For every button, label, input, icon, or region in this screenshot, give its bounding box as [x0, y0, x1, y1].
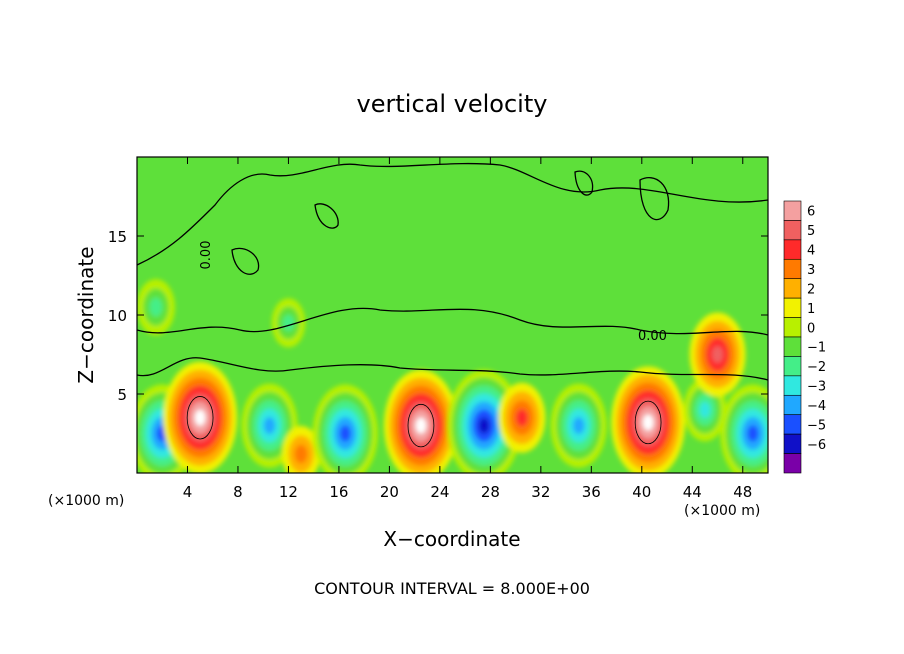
- contour-max-9: [634, 400, 662, 445]
- zero-contour-island-2: [639, 177, 670, 221]
- x-tick-label-6: 28: [481, 483, 500, 501]
- colorbar-swatch-11: [783, 414, 802, 435]
- colorbar-swatch-7: [783, 336, 802, 357]
- colorbar-tick-label-1: 5: [807, 224, 815, 239]
- zero-contour-island-1: [314, 203, 339, 229]
- colorbar-tick-label-12: −6: [807, 438, 826, 453]
- colorbar-swatch-0: [783, 200, 802, 221]
- y-tick-label-1: 10: [108, 307, 127, 325]
- contour-label-2: 0.00: [638, 329, 667, 344]
- colorbar-tick-label-6: 0: [807, 321, 815, 336]
- colorbar-tick-label-0: 6: [807, 205, 815, 220]
- colorbar-swatch-13: [783, 453, 802, 474]
- field-feature-2-level-4: [263, 417, 276, 434]
- colorbar-tick-label-10: −4: [807, 399, 826, 414]
- x-tick-label-7: 32: [531, 483, 550, 501]
- field-feature-10-level-3: [699, 401, 711, 418]
- colorbar-swatch-1: [783, 220, 802, 241]
- field-feature-6-level-6: [478, 417, 490, 434]
- field-feature-12-level-5: [747, 425, 759, 442]
- y-tick-label-0: 5: [117, 386, 127, 404]
- zero-contour-middle: [137, 307, 768, 336]
- x-tick-label-1: 8: [233, 483, 243, 501]
- field-feature-1-level-6: [194, 409, 206, 426]
- colorbar-tick-label-4: 2: [807, 282, 815, 297]
- colorbar-swatch-6: [783, 317, 802, 338]
- field-feature-13-level-2: [282, 314, 295, 332]
- colorbar-swatch-3: [783, 258, 802, 280]
- colorbar-swatch-10: [783, 394, 802, 416]
- colorbar: 6 5 4 3 2 1 0 −1 −2 −3 −4 −5 −6: [783, 200, 826, 474]
- x-tick-label-3: 16: [329, 483, 348, 501]
- x-tick-label-4: 20: [380, 483, 399, 501]
- colorbar-swatch-2: [783, 239, 802, 260]
- colorbar-swatch-8: [783, 356, 802, 377]
- x-tick-label-11: 48: [733, 483, 752, 501]
- x-tick-label-10: 44: [683, 483, 702, 501]
- x-tick-label-9: 40: [632, 483, 651, 501]
- colorbar-tick-label-9: −3: [807, 380, 826, 395]
- colorbar-swatch-4: [783, 278, 802, 299]
- field-feature-5-level-6: [415, 417, 427, 434]
- x-tick-label-8: 36: [582, 483, 601, 501]
- field-feature-3-level-2: [294, 444, 308, 464]
- field-feature-4-level-5: [339, 425, 351, 442]
- contour-max-5: [407, 403, 435, 448]
- zero-contour-island-4: [574, 170, 594, 196]
- contour-max-1: [186, 396, 214, 440]
- colorbar-swatch-9: [783, 375, 802, 396]
- x-tick-label-0: 4: [183, 483, 193, 501]
- field-feature-7-level-3: [516, 408, 528, 427]
- colorbar-tick-label-3: 3: [807, 263, 815, 278]
- zero-contour-island-3: [231, 247, 260, 275]
- colorbar-swatch-5: [783, 297, 802, 318]
- colorbar-tick-label-11: −5: [807, 418, 826, 433]
- chart-title: vertical velocity: [357, 90, 548, 118]
- colorbar-swatch-12: [783, 433, 802, 454]
- contour-label-1: 0.00: [199, 241, 214, 270]
- x-unit-right: (×1000 m): [684, 503, 760, 519]
- contour-interval-footer: CONTOUR INTERVAL = 8.000E+00: [314, 579, 590, 598]
- field-feature-11-level-4: [711, 346, 724, 363]
- zero-contour-upper: [137, 162, 768, 266]
- colorbar-tick-label-8: −2: [807, 360, 826, 375]
- field-feature-14-level-2: [149, 297, 163, 317]
- x-tick-label-2: 12: [279, 483, 298, 501]
- field-feature-9-level-6: [642, 414, 654, 431]
- field-feature-8-level-4: [573, 417, 585, 434]
- x-unit-left: (×1000 m): [48, 493, 124, 509]
- zero-contour-lower: [137, 357, 768, 381]
- x-tick-label-5: 24: [430, 483, 449, 501]
- plot-area: [137, 157, 768, 473]
- y-axis-label: Z−coordinate: [74, 246, 98, 383]
- colorbar-tick-label-5: 1: [807, 302, 815, 317]
- colorbar-tick-label-7: −1: [807, 341, 826, 356]
- y-tick-label-2: 15: [108, 228, 127, 246]
- colorbar-tick-label-2: 4: [807, 244, 815, 259]
- x-axis-label: X−coordinate: [383, 527, 520, 551]
